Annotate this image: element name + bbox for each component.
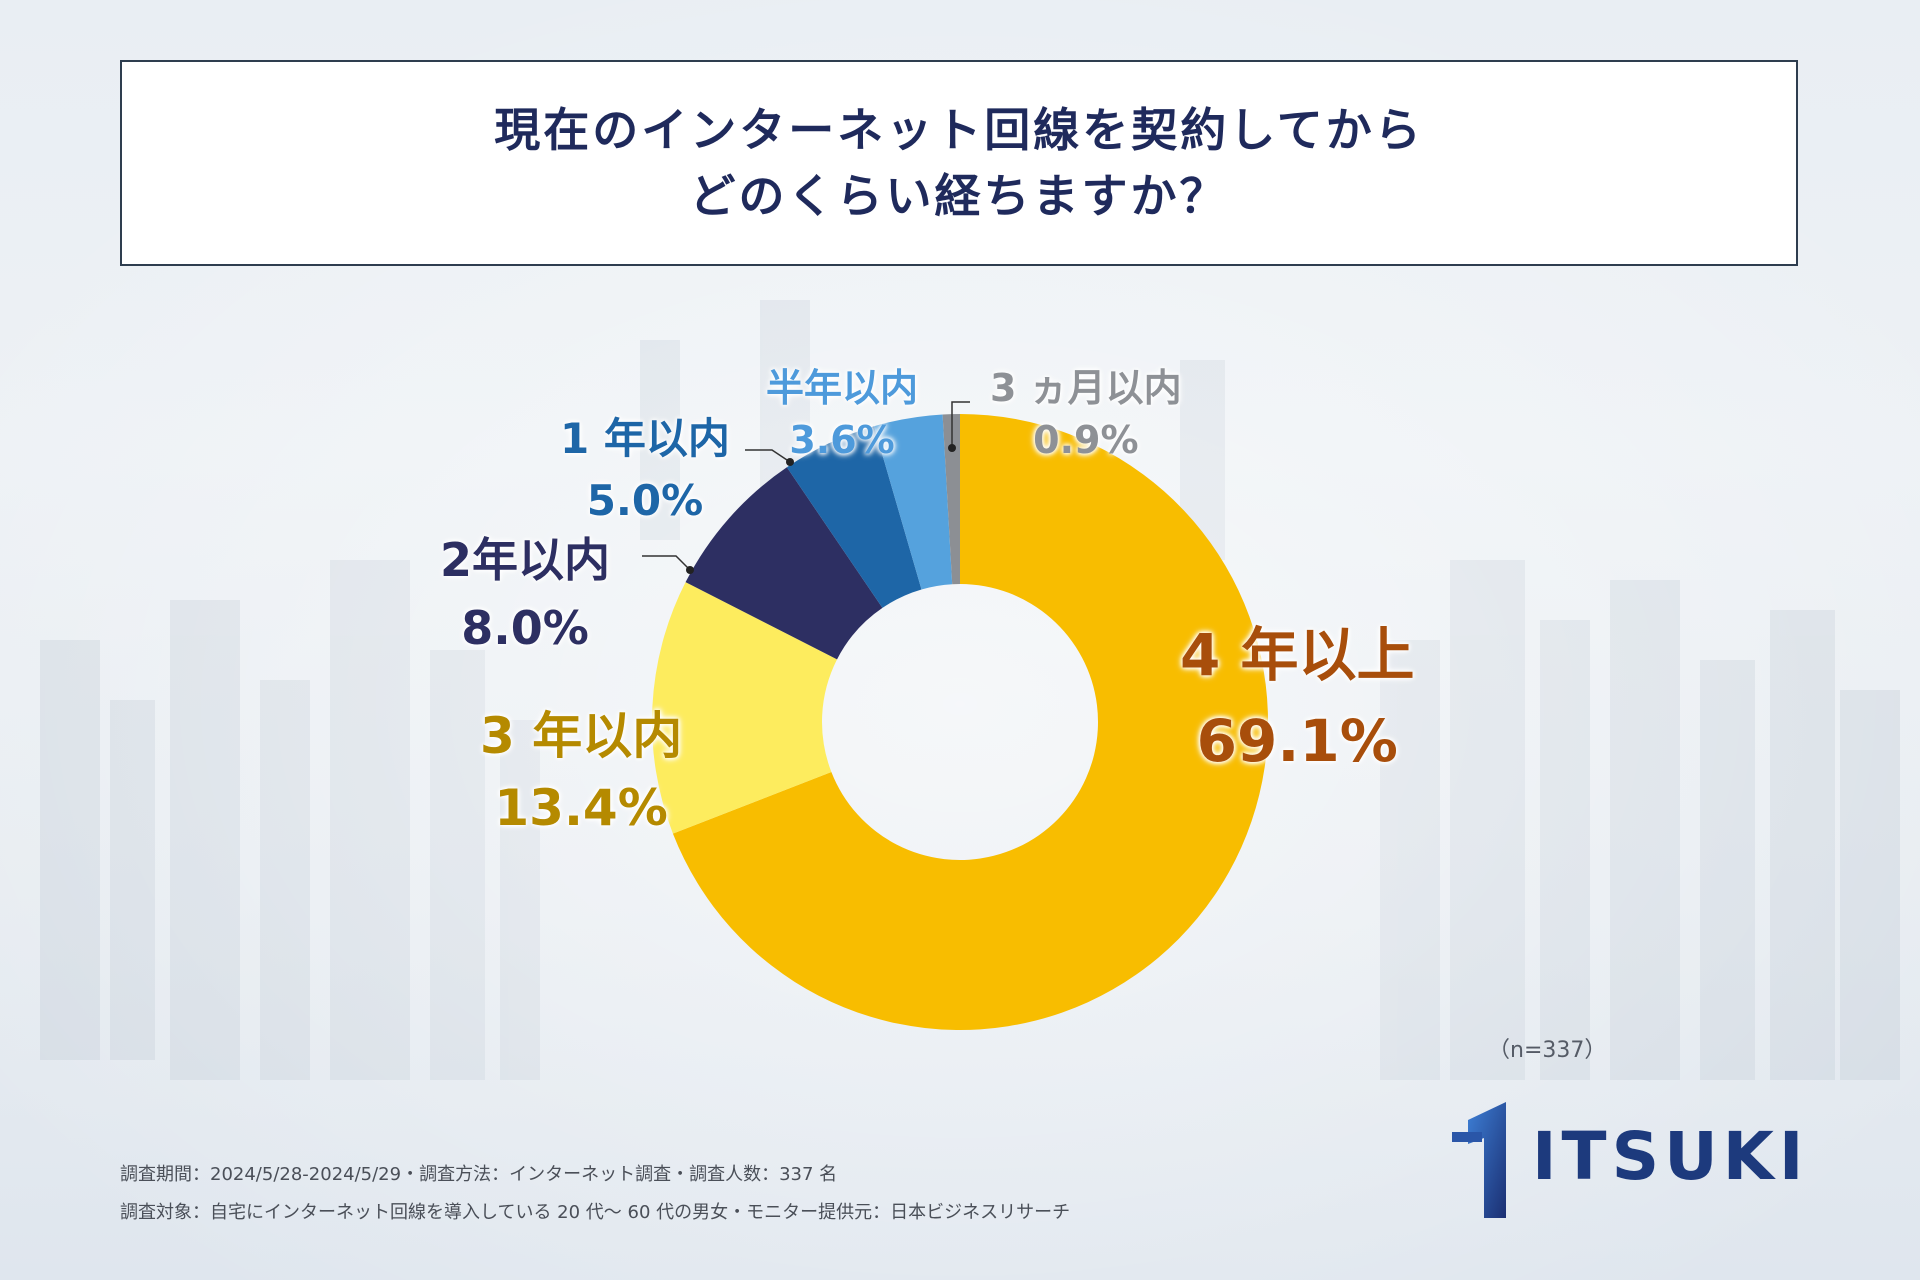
slice-4years-plus xyxy=(672,414,1268,1030)
leader-line-within-3months xyxy=(951,401,970,448)
title-line-1: 現在のインターネット回線を契約してから xyxy=(494,103,1424,157)
leader-dot-within-3months xyxy=(948,444,956,452)
label-4years-plus-pct: 69.1% xyxy=(1196,707,1398,775)
slice-within-3years xyxy=(652,582,838,834)
label-within-3years-pct: 13.4% xyxy=(494,779,668,837)
leader-line-within-1year xyxy=(745,449,791,463)
label-within-half-year-name: 半年以内 xyxy=(766,366,919,410)
footnote-survey-period: 調査期間：2024/5/28-2024/5/29・調査方法：インターネット調査・… xyxy=(120,1164,838,1185)
label-within-1year-pct: 5.0% xyxy=(586,476,704,525)
itsuki-logo: ITSUKI xyxy=(1448,1098,1808,1223)
label-4years-plus: 4 年以上 69.1% xyxy=(1180,612,1415,784)
title-box: 現在のインターネット回線を契約してから どのくらい経ちますか？ xyxy=(120,60,1798,266)
label-within-2years-name: 2年以内 xyxy=(440,533,611,587)
label-within-half-year-pct: 3.6% xyxy=(789,418,895,462)
label-within-3years-name: 3 年以内 xyxy=(480,707,683,765)
itsuki-logo-text: ITSUKI xyxy=(1532,1118,1809,1195)
label-within-3months: 3 ヵ月以内 0.9% xyxy=(990,362,1182,466)
sample-size-label: （n=337） xyxy=(1488,1038,1607,1063)
label-within-1year: 1 年以内 5.0% xyxy=(560,408,730,532)
label-within-2years-pct: 8.0% xyxy=(461,601,589,655)
title-line-2: どのくらい経ちますか？ xyxy=(689,169,1229,223)
label-within-1year-name: 1 年以内 xyxy=(560,414,730,463)
label-within-3months-pct: 0.9% xyxy=(1033,418,1139,462)
leader-dot-within-1year xyxy=(786,458,794,466)
slice-within-half-year xyxy=(874,414,953,590)
label-within-3months-name: 3 ヵ月以内 xyxy=(990,366,1182,410)
itsuki-logo-mark-icon xyxy=(1452,1102,1506,1218)
label-within-2years: 2年以内 8.0% xyxy=(440,526,610,662)
slice-within-1year xyxy=(786,426,922,608)
label-within-half-year: 半年以内 3.6% xyxy=(766,362,918,466)
leader-line-within-2years xyxy=(642,555,691,571)
label-within-3years: 3 年以内 13.4% xyxy=(480,700,682,844)
footnote-survey-target: 調査対象：自宅にインターネット回線を導入している 20 代～ 60 代の男女・モ… xyxy=(120,1202,1071,1223)
leader-dot-within-2years xyxy=(686,566,694,574)
slice-within-2years xyxy=(685,467,883,660)
slice-within-3months xyxy=(942,414,960,585)
label-4years-plus-name: 4 年以上 xyxy=(1180,621,1415,689)
